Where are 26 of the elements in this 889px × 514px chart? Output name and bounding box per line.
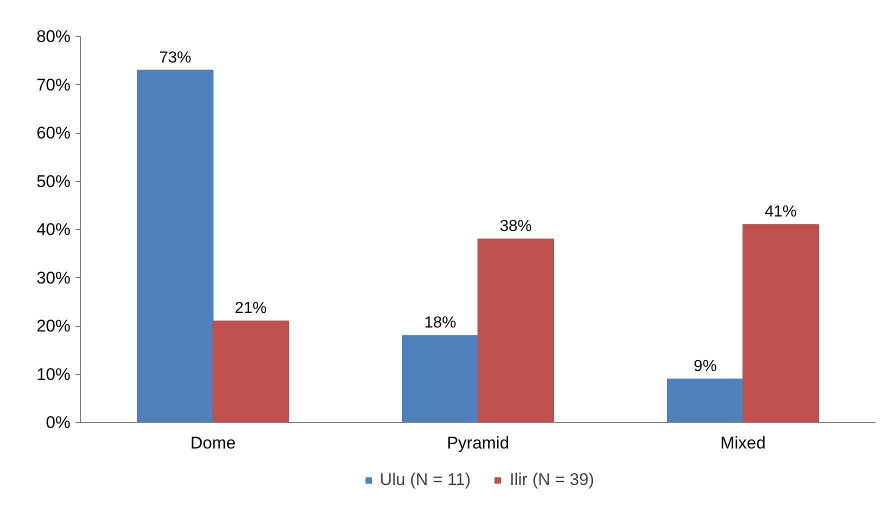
- y-tick-label: 40%: [36, 220, 71, 239]
- y-tick-label: 30%: [36, 268, 71, 288]
- text: 73%: [159, 49, 192, 66]
- y-tick-label: 60%: [36, 124, 71, 142]
- legend-label: Ilir (N = 39): [510, 470, 594, 490]
- bar: [402, 335, 478, 422]
- bar: [742, 224, 820, 422]
- x-tick-label: Dome: [190, 434, 236, 452]
- x-tick-label: Mixed: [720, 434, 766, 452]
- legend-label: Ulu (N = 11): [380, 470, 471, 490]
- y-tick-label: 0%: [46, 413, 71, 432]
- text: 18%: [424, 314, 456, 332]
- bar: [666, 378, 744, 422]
- text: 41%: [764, 204, 797, 221]
- text: 9%: [694, 358, 717, 376]
- text: 21%: [234, 300, 267, 318]
- bar: [212, 320, 290, 422]
- bar: [478, 238, 554, 422]
- y-tick-label: 80%: [36, 27, 71, 46]
- y-tick-label: 70%: [36, 75, 71, 94]
- y-tick-label: 20%: [36, 316, 71, 336]
- bar: [136, 70, 214, 422]
- y-tick-label: 50%: [36, 172, 71, 191]
- x-tick-label: Pyramid: [446, 434, 510, 452]
- text: 38%: [500, 218, 532, 236]
- y-tick-label: 10%: [36, 364, 71, 384]
